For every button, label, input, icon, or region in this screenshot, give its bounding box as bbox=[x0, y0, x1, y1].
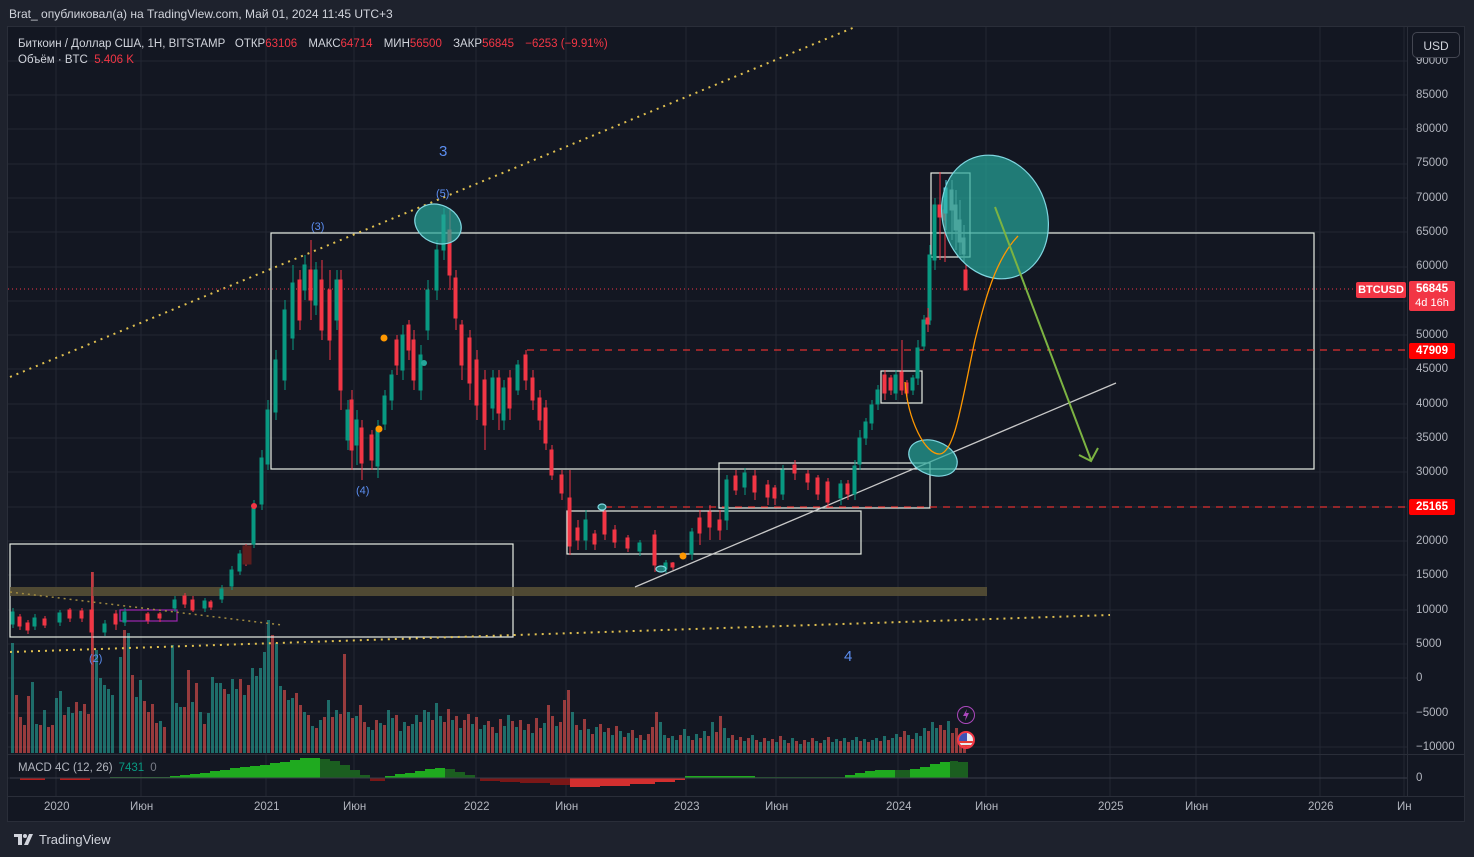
support-band bbox=[10, 587, 987, 596]
projection-arrow bbox=[994, 206, 1092, 461]
close-label: ЗАКР bbox=[453, 38, 483, 50]
highlight-ellipses bbox=[414, 154, 1050, 573]
price-axis-border bbox=[1407, 27, 1408, 797]
time-tick: Июн bbox=[975, 801, 999, 813]
price-tick: 10000 bbox=[1416, 604, 1448, 616]
price-tick: 35000 bbox=[1416, 432, 1448, 444]
macd-pane-separator[interactable] bbox=[8, 754, 1464, 755]
last-price-label: 56845 4d 16h bbox=[1409, 281, 1455, 311]
price-tick: 90000 bbox=[1416, 55, 1448, 67]
tradingview-logo-icon bbox=[14, 831, 34, 847]
time-tick: Июн bbox=[1185, 801, 1209, 813]
price-tick: 65000 bbox=[1416, 226, 1448, 238]
last-price-value: 56845 bbox=[1416, 283, 1448, 295]
time-tick: Июн bbox=[765, 801, 789, 813]
open-value: 63106 bbox=[265, 38, 298, 50]
close-value: 56845 bbox=[482, 38, 515, 50]
time-tick: 2021 bbox=[254, 801, 280, 813]
macd-axis-zero: 0 bbox=[1416, 772, 1423, 784]
high-label: МАКС bbox=[308, 38, 341, 50]
level-label-47909: 47909 bbox=[1409, 343, 1455, 359]
symbol-description[interactable]: Биткоин / Доллар США, 1Н, BITSTAMP bbox=[18, 38, 226, 50]
price-tick: 40000 bbox=[1416, 398, 1448, 410]
price-tick: 75000 bbox=[1416, 157, 1448, 169]
low-label: МИН bbox=[383, 38, 410, 50]
lightning-event-icon[interactable] bbox=[957, 706, 975, 724]
price-tick: 30000 bbox=[1416, 466, 1448, 478]
publication-bar: Brat_ опубликовал(а) на TradingView.com,… bbox=[0, 0, 1474, 26]
ohlc-row: Биткоин / Доллар США, 1Н, BITSTAMP ОТКР6… bbox=[18, 36, 616, 52]
brand-name: TradingView bbox=[39, 831, 111, 847]
subwave-label-3: (3) bbox=[311, 221, 325, 233]
us-flag-event-icon[interactable] bbox=[957, 731, 975, 749]
time-tick: 2023 bbox=[674, 801, 700, 813]
price-tick: 80000 bbox=[1416, 123, 1448, 135]
symbol-price-tag: BTCUSD bbox=[1356, 282, 1406, 298]
price-tick: 0 bbox=[1416, 672, 1423, 684]
price-tick: 20000 bbox=[1416, 535, 1448, 547]
time-tick: 2024 bbox=[886, 801, 912, 813]
open-label: ОТКР bbox=[234, 38, 266, 50]
wave-label-4: 4 bbox=[844, 648, 853, 665]
upper-dotted-trendline bbox=[9, 26, 856, 378]
time-tick: Июн bbox=[555, 801, 579, 813]
price-tick: 5000 bbox=[1416, 638, 1442, 650]
price-tick: 50000 bbox=[1416, 329, 1448, 341]
subwave-label-4: (4) bbox=[356, 485, 370, 497]
time-tick: 2026 bbox=[1308, 801, 1334, 813]
level-label-25165: 25165 bbox=[1409, 499, 1455, 515]
ascending-trendline bbox=[634, 382, 1117, 588]
time-tick: Ин bbox=[1397, 801, 1412, 813]
price-tick: 15000 bbox=[1416, 569, 1448, 581]
volume-row: Объём · BTC 5.406 K bbox=[18, 52, 616, 68]
tradingview-brand[interactable]: TradingView bbox=[14, 831, 111, 847]
macd-title: MACD 4C (12, 26) bbox=[18, 762, 113, 774]
macd-zero: 0 bbox=[150, 762, 157, 774]
grid-lines bbox=[8, 27, 1407, 796]
volume-histogram bbox=[11, 572, 966, 753]
candlesticks bbox=[10, 172, 968, 650]
high-value: 64714 bbox=[340, 38, 373, 50]
volume-label[interactable]: Объём · BTC bbox=[18, 54, 88, 66]
time-tick: Июн bbox=[343, 801, 367, 813]
time-tick: Июн bbox=[130, 801, 154, 813]
currency-button[interactable]: USD bbox=[1412, 32, 1460, 58]
volume-value: 5.406 K bbox=[94, 54, 134, 66]
projection-curve bbox=[904, 235, 1019, 455]
price-tick: 45000 bbox=[1416, 363, 1448, 375]
macd-histogram bbox=[10, 758, 1407, 787]
chart-legend: Биткоин / Доллар США, 1Н, BITSTAMP ОТКР6… bbox=[18, 36, 616, 68]
price-tick: 60000 bbox=[1416, 260, 1448, 272]
price-tick: 70000 bbox=[1416, 192, 1448, 204]
time-axis-separator bbox=[8, 796, 1464, 797]
low-value: 56500 bbox=[409, 38, 442, 50]
price-tick: −10000 bbox=[1416, 741, 1455, 753]
subwave-label-2: (2) bbox=[89, 653, 103, 665]
subwave-label-5: (5) bbox=[436, 188, 450, 200]
change-value: −6253 (−9.91%) bbox=[525, 38, 608, 50]
time-tick: 2022 bbox=[464, 801, 490, 813]
macd-legend[interactable]: MACD 4C (12, 26) 7431 0 bbox=[18, 762, 157, 774]
time-tick: 2025 bbox=[1098, 801, 1124, 813]
macd-value: 7431 bbox=[118, 762, 145, 774]
bar-countdown: 4d 16h bbox=[1415, 297, 1449, 309]
price-tick: 85000 bbox=[1416, 89, 1448, 101]
publication-info: Brat_ опубликовал(а) на TradingView.com,… bbox=[9, 7, 393, 21]
lower-dotted-trendline bbox=[9, 614, 1111, 653]
wave-label-3: 3 bbox=[439, 143, 448, 160]
price-tick: −5000 bbox=[1416, 707, 1449, 719]
time-tick: 2020 bbox=[44, 801, 70, 813]
